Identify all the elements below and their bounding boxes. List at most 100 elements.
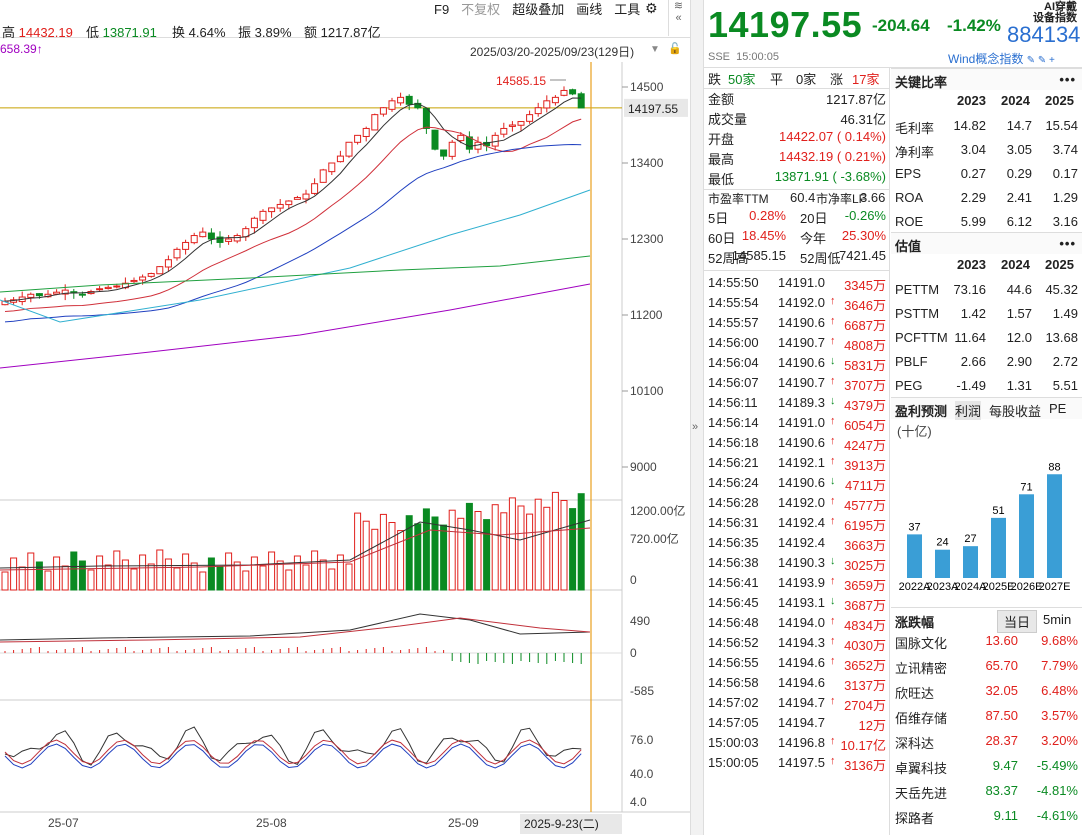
tick-volume: 6687万 [844,318,886,333]
f9-button[interactable]: F9 [434,2,450,17]
tools-button[interactable]: 工具 [614,2,641,17]
tab-today[interactable]: 当日 [997,610,1038,633]
wifi-icon[interactable]: ≋ « [668,0,688,36]
candle-body [362,127,370,137]
candle-body [388,100,396,110]
mover-row[interactable]: 立讯精密 65.70 7.79% [891,654,1082,678]
mover-row[interactable]: 欣旺达 32.05 6.48% [891,679,1082,703]
volume-bar [448,509,456,591]
tick-price: 14193.9 [778,575,825,590]
tick-volume: 4030万 [844,638,886,653]
perf-label: 52周高 [708,251,749,266]
date-cursor-label: 2025-9-23(二) [524,817,599,831]
tick-time: 14:56:58 [708,675,759,690]
profit-tab[interactable]: 盈利预测 [895,404,948,419]
profit-bar [963,546,978,578]
key-ratios-header[interactable]: 关键比率 ••• [891,68,1082,90]
volume-bar [491,504,499,591]
profit-chart: 37 2022A 24 2023A 27 2024A 51 2025E 71 2026E 88 202… [899,461,1071,593]
profit-tab[interactable]: 每股收益 [989,404,1042,419]
wind-index-link[interactable]: Wind概念指数 ✎ ✎ + [948,52,1055,66]
mover-row[interactable]: 天岳先进 83.37 -4.81% [891,779,1082,803]
lock-icon[interactable]: 🔓 [668,43,682,55]
mover-row[interactable]: 探路者 9.11 -4.61% [891,804,1082,828]
volume-bar [354,512,362,591]
more-icon[interactable]: ••• [1059,72,1076,87]
no-adjust-button[interactable]: 不复权 [461,2,501,17]
mover-row[interactable]: 国脉文化 13.60 9.68% [891,629,1082,653]
row-value: 1.31 [1006,378,1032,393]
year-label: 2024 [1001,257,1030,272]
quote-header: 14197.55 -204.64 -1.42% AI穿戴 设备指数 884134 … [704,0,1082,68]
ma5-line [4,97,582,302]
profit-tab[interactable]: 利润 [955,401,982,420]
candle-body [431,129,439,150]
table-row: PETTM 73.16 44.6 45.32 [891,278,1082,302]
candle-body [319,169,327,183]
index-code[interactable]: 884134 [1007,22,1081,47]
mover-row[interactable]: 深科达 28.37 3.20% [891,729,1082,753]
tab-5min[interactable]: 5min [1043,612,1072,627]
volume-bar [1,571,9,591]
tick-list[interactable]: 14:55:50 14191.0 3345万 14:55:54 14192.0 ↑ 3646… [704,270,890,790]
kline-chart-area[interactable]: 高 14432.19 低 13871.91 换 4.64% 振 3.89% 额 … [0,0,690,835]
row-label: PSTTM [895,306,940,321]
mover-row[interactable]: 佰维存储 87.50 3.57% [891,704,1082,728]
draw-line-button[interactable]: 画线 [576,2,603,17]
tick-arrow: ↑ [830,735,836,747]
tick-time: 14:55:57 [708,315,759,330]
profit-value: 27 [964,533,976,545]
more-icon[interactable]: ••• [1059,236,1076,251]
table-row: PBLF 2.66 2.90 2.72 [891,350,1082,374]
candle-body [440,149,448,157]
tick-time: 14:56:38 [708,555,759,570]
stat-row: 最低 13871.91 ( -3.68%) [704,169,890,189]
profit-value: 51 [992,505,1004,517]
year-label: 2023 [957,257,986,272]
candle-body [259,210,267,221]
date-range-label[interactable]: 2025/03/20-2025/09/23(129日) [470,45,635,59]
price-change-pct: -1.42% [947,16,1001,35]
overlay-button[interactable]: 超级叠加 [512,2,565,17]
tick-time: 14:57:02 [708,695,759,710]
tick-row: 14:56:14 14191.0 ↑ 6054万 [704,415,890,435]
tick-row: 14:56:24 14190.6 ↓ 4711万 [704,475,890,495]
row-value: -1.49 [956,378,986,393]
candle-body [27,293,35,298]
mover-row[interactable]: 卓翼科技 9.47 -5.49% [891,754,1082,778]
mover-change: -5.49% [1036,758,1078,773]
date-axis-tick: 25-08 [256,816,287,830]
row-value: 2.90 [1006,354,1032,369]
row-value: 2.66 [960,354,986,369]
candle-body [422,107,430,129]
profit-bar [1047,474,1062,578]
profit-tab[interactable]: PE [1049,401,1067,416]
volume-bar [199,571,207,591]
tick-time: 14:56:04 [708,355,759,370]
gear-icon[interactable]: ⚙ [645,0,658,16]
tick-arrow: ↑ [830,655,836,667]
tick-row: 14:56:35 14192.4 3663万 [704,535,890,555]
candle-body [96,288,104,291]
candle-body [328,162,336,173]
volume-bar [328,568,336,591]
valuation-table: 2023 2024 2025 PETTM 73.16 44.6 45.32 PSTTM 1.42… [891,254,1082,394]
row-value: 11.64 [954,330,986,345]
row-value: 44.6 [1006,282,1032,297]
valuation-header[interactable]: 估值 ••• [891,232,1082,254]
candle-body [311,183,319,194]
chevron-down-icon[interactable]: ▼ [650,44,660,55]
edit-icon[interactable]: ✎ ✎ + [1026,55,1055,66]
candle-body [534,107,542,115]
volume-bar [233,561,241,591]
volume-bar [87,569,95,591]
expand-icon[interactable]: » [692,421,699,433]
stat-row: 成交量 46.31亿 [704,109,890,129]
perf-label: 60日 [708,231,736,246]
tick-arrow: ↑ [830,315,836,327]
tick-volume: 10.17亿 [840,738,886,753]
panel-splitter[interactable]: » [690,0,704,835]
tick-arrow: ↓ [830,355,836,367]
stats-block: 金额 1217.87亿 成交量 46.31亿 开盘 14422.07 ( 0.14%) 最高… [704,88,890,188]
kdj-axis-tick: 76.0 [630,733,654,747]
